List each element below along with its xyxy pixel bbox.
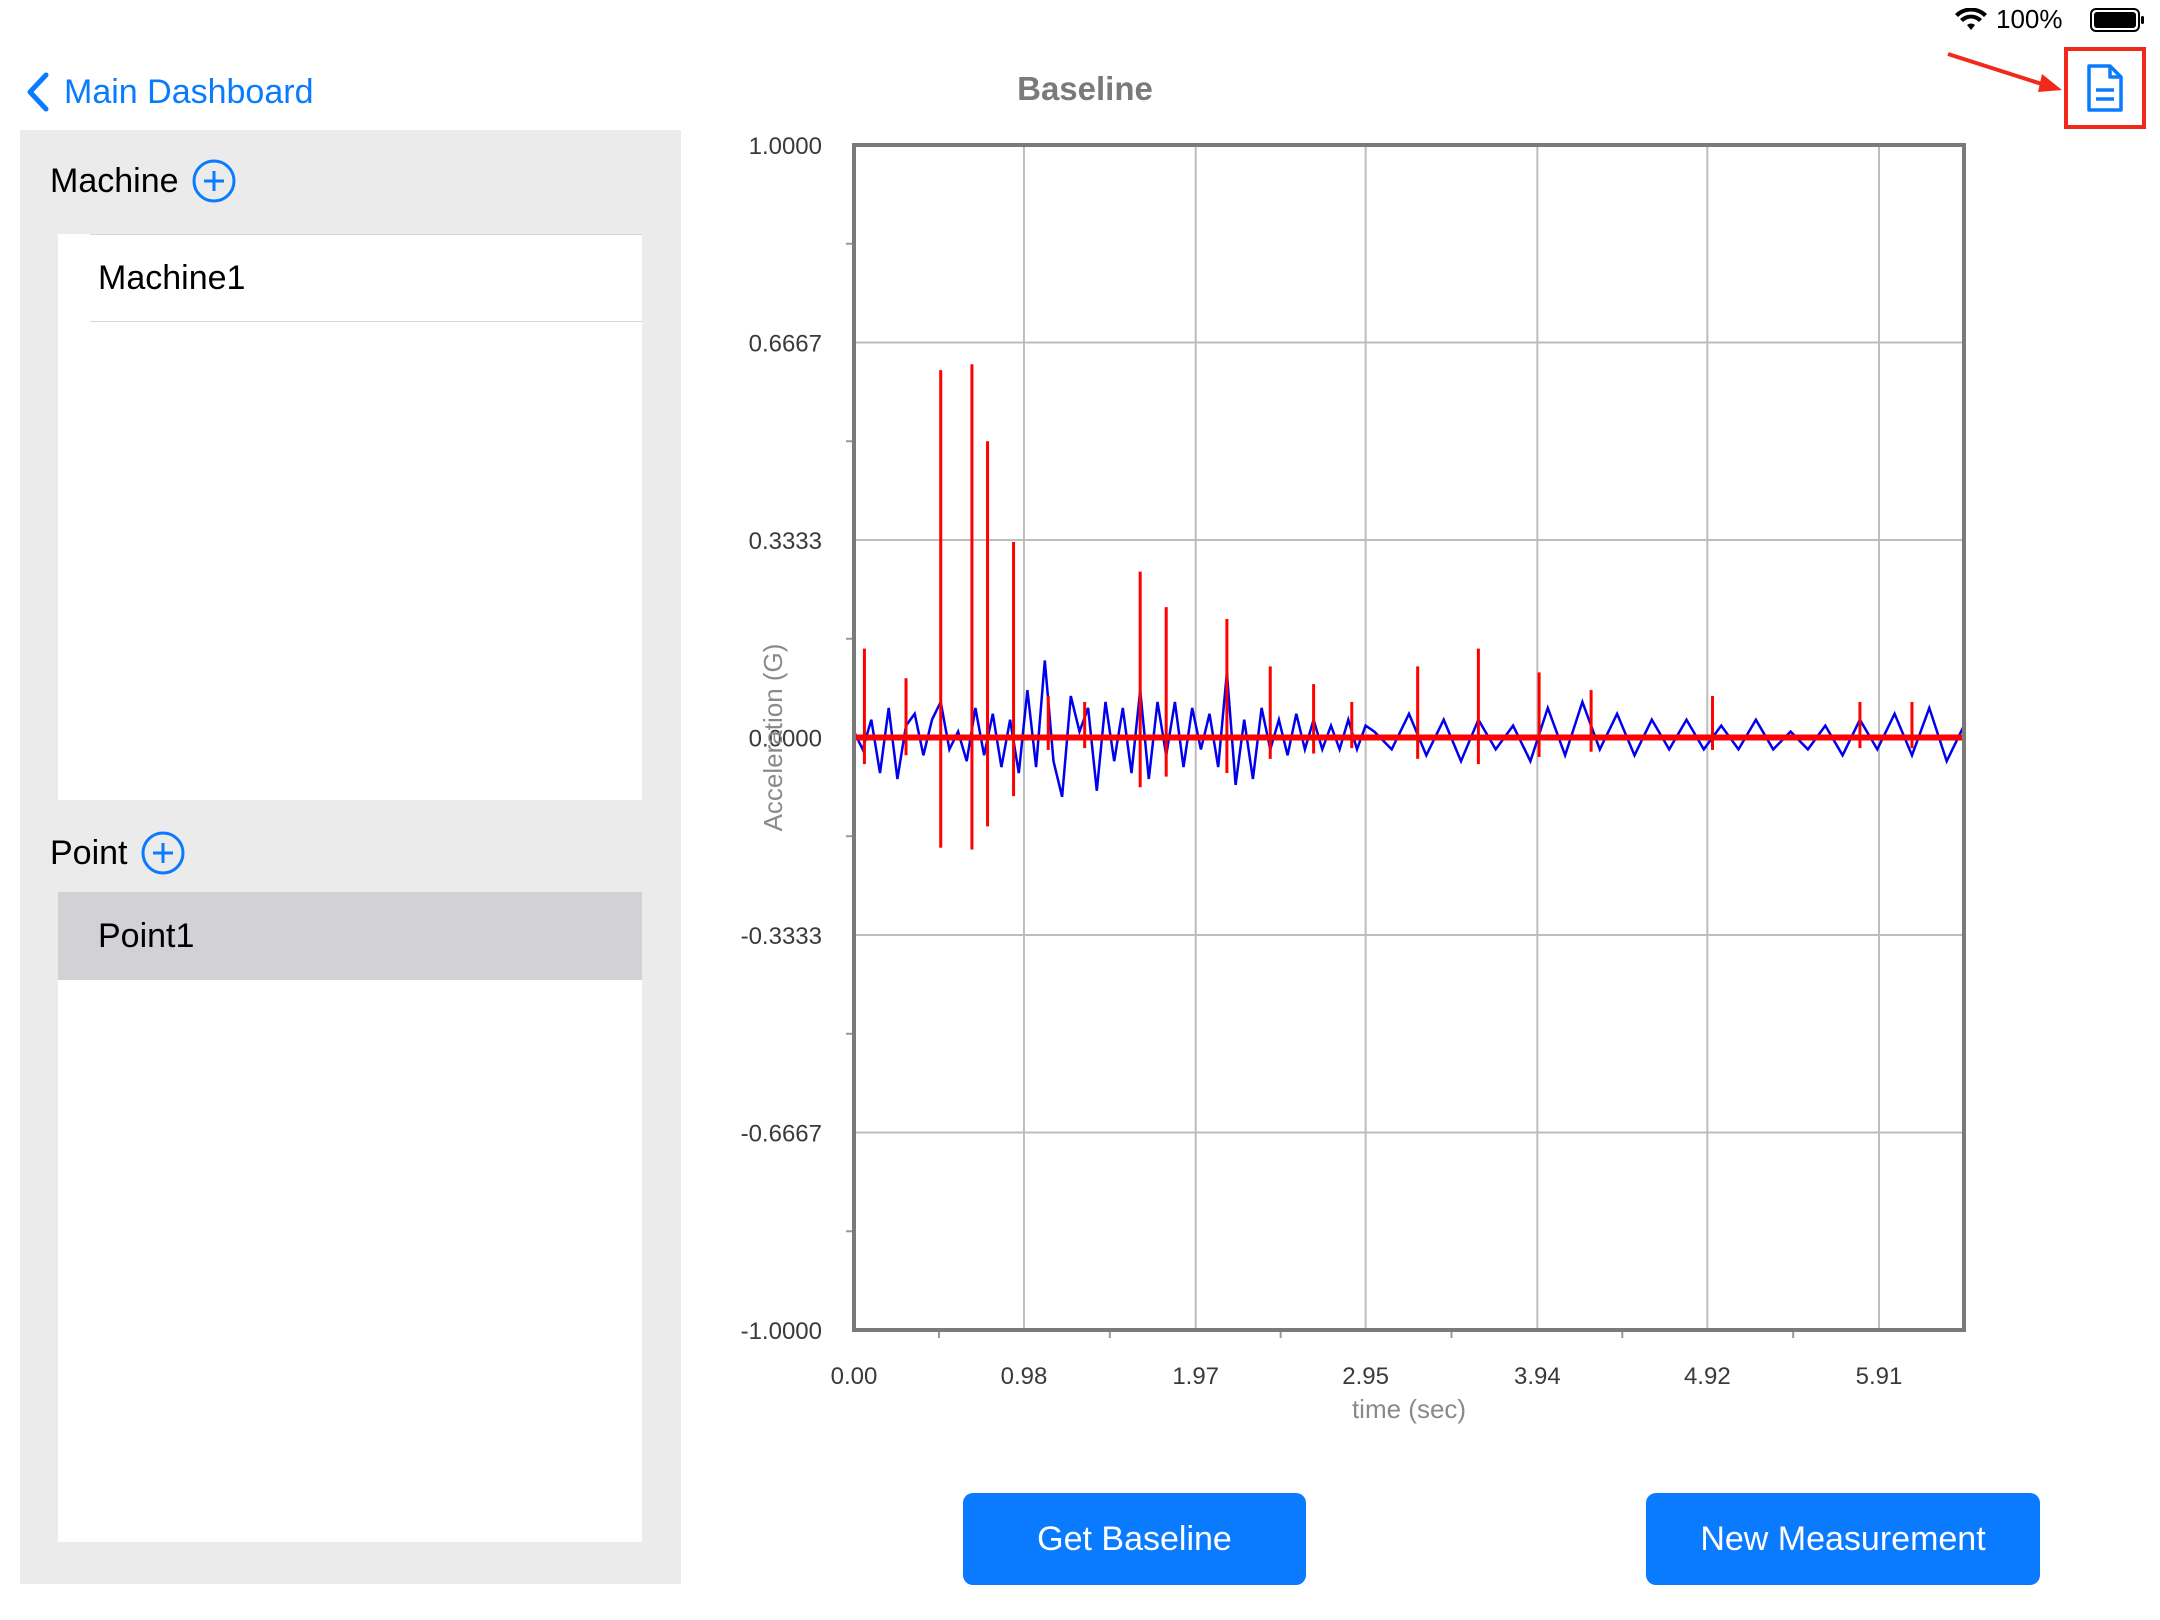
y-tick-label: -0.3333: [741, 923, 822, 950]
document-icon: [2087, 64, 2123, 112]
plot-frame: [852, 143, 1966, 1332]
new-measurement-label: New Measurement: [1700, 1519, 1986, 1558]
sidebar: Machine Machine1 Point Point1: [20, 130, 681, 1584]
add-machine-button[interactable]: [191, 158, 237, 204]
chart-area: 1.0000 0.6667 0.3333 0.0000 -0.3333 -0.6667 -1…: [690, 120, 2140, 1440]
list-item-machine1[interactable]: Machine1: [90, 234, 642, 322]
list-item-label: Machine1: [98, 258, 246, 297]
point-section-header: Point: [50, 830, 186, 876]
status-bar: 100%: [1760, 0, 2160, 40]
report-button[interactable]: [2064, 47, 2146, 129]
back-button-label: Main Dashboard: [64, 72, 314, 111]
page-title: Baseline: [1017, 70, 1153, 107]
y-tick-label: -0.6667: [741, 1121, 822, 1148]
series-line-blue: [852, 660, 1966, 798]
y-tick-label: 0.6667: [749, 330, 822, 357]
get-baseline-button[interactable]: Get Baseline: [963, 1493, 1306, 1585]
machine-section-header: Machine: [50, 158, 237, 204]
x-tick-label: 3.94: [1514, 1363, 1561, 1390]
x-tick-label: 4.92: [1684, 1363, 1731, 1390]
chevron-left-icon: [27, 72, 49, 112]
get-baseline-label: Get Baseline: [1037, 1519, 1232, 1558]
list-item-label: Point1: [98, 916, 195, 955]
point-list: Point1: [58, 892, 642, 1542]
machine-header-label: Machine: [50, 161, 179, 200]
back-button[interactable]: Main Dashboard: [24, 68, 313, 116]
new-measurement-button[interactable]: New Measurement: [1646, 1493, 2040, 1585]
wifi-icon: [1955, 8, 1987, 30]
point-header-label: Point: [50, 833, 128, 872]
y-tick-label: -1.0000: [741, 1318, 822, 1345]
y-axis-label: Acceleration (G): [758, 644, 788, 832]
list-item-point1[interactable]: Point1: [58, 892, 642, 980]
add-point-button[interactable]: [140, 830, 186, 876]
battery-full-icon: [2090, 8, 2144, 32]
battery-percentage: 100%: [1996, 4, 2063, 34]
x-tick-label: 0.98: [1001, 1363, 1048, 1390]
x-tick-label: 5.91: [1856, 1363, 1903, 1390]
x-tick-label: 2.95: [1342, 1363, 1389, 1390]
y-tick-label: 0.3333: [749, 528, 822, 555]
x-tick-label: 1.97: [1172, 1363, 1219, 1390]
machine-list: Machine1: [58, 234, 642, 800]
y-tick-label: 1.0000: [749, 133, 822, 160]
x-tick-label: 0.00: [831, 1363, 878, 1390]
x-axis-label: time (sec): [1352, 1394, 1466, 1424]
acceleration-chart: 1.0000 0.6667 0.3333 0.0000 -0.3333 -0.6667 -1…: [741, 133, 1966, 1424]
annotation-arrow: [1947, 52, 2062, 92]
y-tick-label: 0.0000: [749, 726, 822, 753]
